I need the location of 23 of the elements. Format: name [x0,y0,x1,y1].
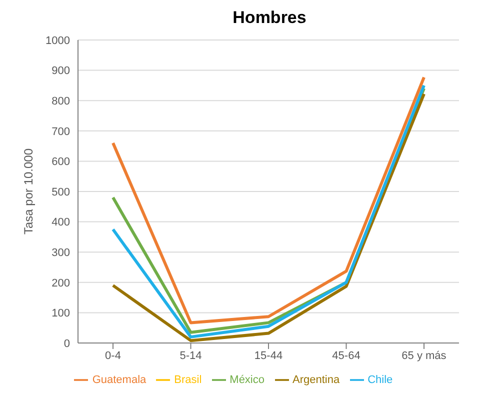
y-tick-label: 200 [52,277,70,290]
x-tick-label: 45-64 [332,350,360,362]
x-tick-label: 5-14 [180,350,202,362]
legend-label: Guatemala [92,374,146,386]
y-tick-label: 600 [52,156,70,168]
y-tick-label: 400 [52,216,70,229]
legend-label: Chile [368,374,393,386]
y-tick-label: 700 [52,126,70,138]
legend-label: Argentina [292,374,340,386]
y-tick-label: 0 [64,338,70,350]
y-tick-label: 300 [52,247,70,260]
y-tick-label: 100 [52,308,70,320]
y-tick-label: 900 [52,65,70,78]
legend-label: México [230,374,264,386]
y-tick-label: 500 [52,186,70,198]
y-axis-title: Tasa por 10.000 [21,148,36,235]
chart-title: Hombres [232,8,308,28]
y-tick-label: 1000 [46,34,70,47]
legend-label: Brasil [174,374,202,386]
x-tick-label: 0-4 [105,350,121,362]
x-tick-label: 65 y más [402,350,447,362]
x-tick-label: 15-44 [254,350,283,362]
y-tick-label: 800 [52,96,70,108]
